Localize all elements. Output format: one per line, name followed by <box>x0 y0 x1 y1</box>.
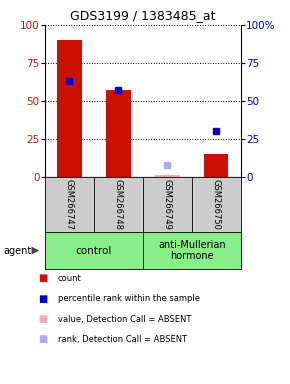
Text: GSM266748: GSM266748 <box>114 179 123 230</box>
Text: GSM266750: GSM266750 <box>212 179 221 230</box>
Bar <box>106 90 130 177</box>
Text: rank, Detection Call = ABSENT: rank, Detection Call = ABSENT <box>58 335 187 344</box>
Text: ■: ■ <box>38 294 47 304</box>
Bar <box>155 175 180 177</box>
Text: anti-Mullerian
hormone: anti-Mullerian hormone <box>158 240 226 262</box>
Text: ■: ■ <box>38 273 47 283</box>
Text: GSM266749: GSM266749 <box>163 179 172 230</box>
Title: GDS3199 / 1383485_at: GDS3199 / 1383485_at <box>70 9 215 22</box>
Text: ■: ■ <box>38 314 47 324</box>
Text: GSM266747: GSM266747 <box>65 179 74 230</box>
Bar <box>204 154 229 177</box>
Text: value, Detection Call = ABSENT: value, Detection Call = ABSENT <box>58 314 191 324</box>
Text: ■: ■ <box>38 334 47 344</box>
Text: agent: agent <box>3 245 31 256</box>
Text: control: control <box>76 245 112 256</box>
Text: count: count <box>58 274 82 283</box>
Bar <box>57 40 82 177</box>
Text: percentile rank within the sample: percentile rank within the sample <box>58 294 200 303</box>
